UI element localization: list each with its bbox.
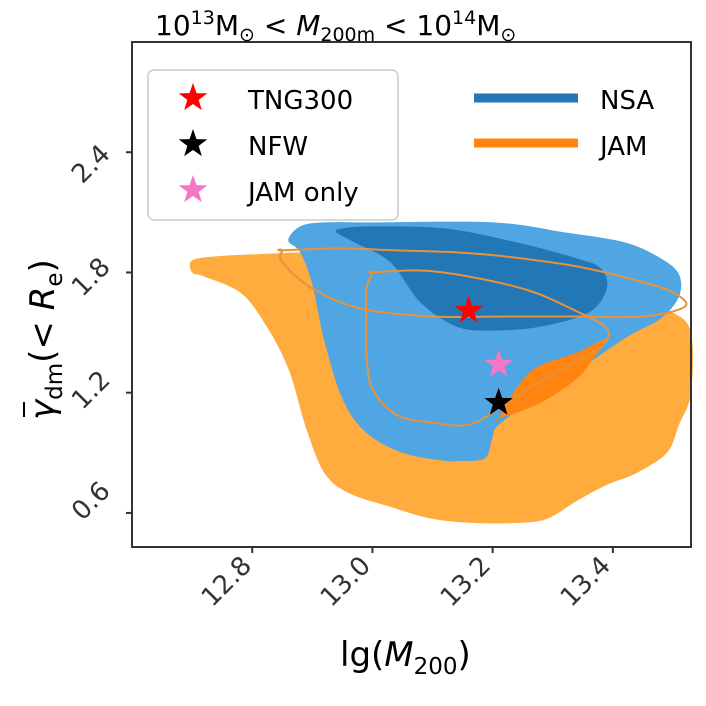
x-tick-marks [251,547,614,553]
legend-label-nfw: NFW [248,132,308,162]
x-tick-label: 13.2 [435,551,497,613]
x-tick-label: 12.8 [196,551,258,613]
y-axis-label-group: γdm(< Re) [23,259,68,420]
plot-frame [131,41,692,548]
legend-label-tng300: TNG300 [247,86,353,116]
legend-star-nfw [178,129,208,157]
jam-only-point [484,349,513,377]
x-tick-label: 13.4 [555,551,617,613]
nfw-point [484,387,513,415]
y-axis-label: γdm(< Re) [23,259,68,420]
x-tick-label: 13.0 [315,551,377,613]
legend-label-jam: JAM [598,132,647,162]
y-tick-label: 2.4 [66,139,116,189]
y-tick-label: 1.2 [66,365,116,415]
chart-title: 1013M⊙ < M200m < 1014M⊙ [155,7,516,46]
y-tick-marks [126,151,132,514]
legend-label-jam-only: JAM only [246,178,359,208]
jam-outer-contour-line [277,247,688,319]
legend-star-jam-only [178,175,208,203]
x-axis-label: lg(M200) [340,635,471,680]
y-tick-label: 0.6 [66,476,116,526]
nsa-inner-contour [335,226,608,331]
legend-box-left [147,69,399,221]
legend-label-nsa: NSA [600,86,654,116]
tng300-point [454,295,483,323]
legend-star-tng300 [178,83,208,111]
y-tick-label: 1.8 [66,252,116,302]
